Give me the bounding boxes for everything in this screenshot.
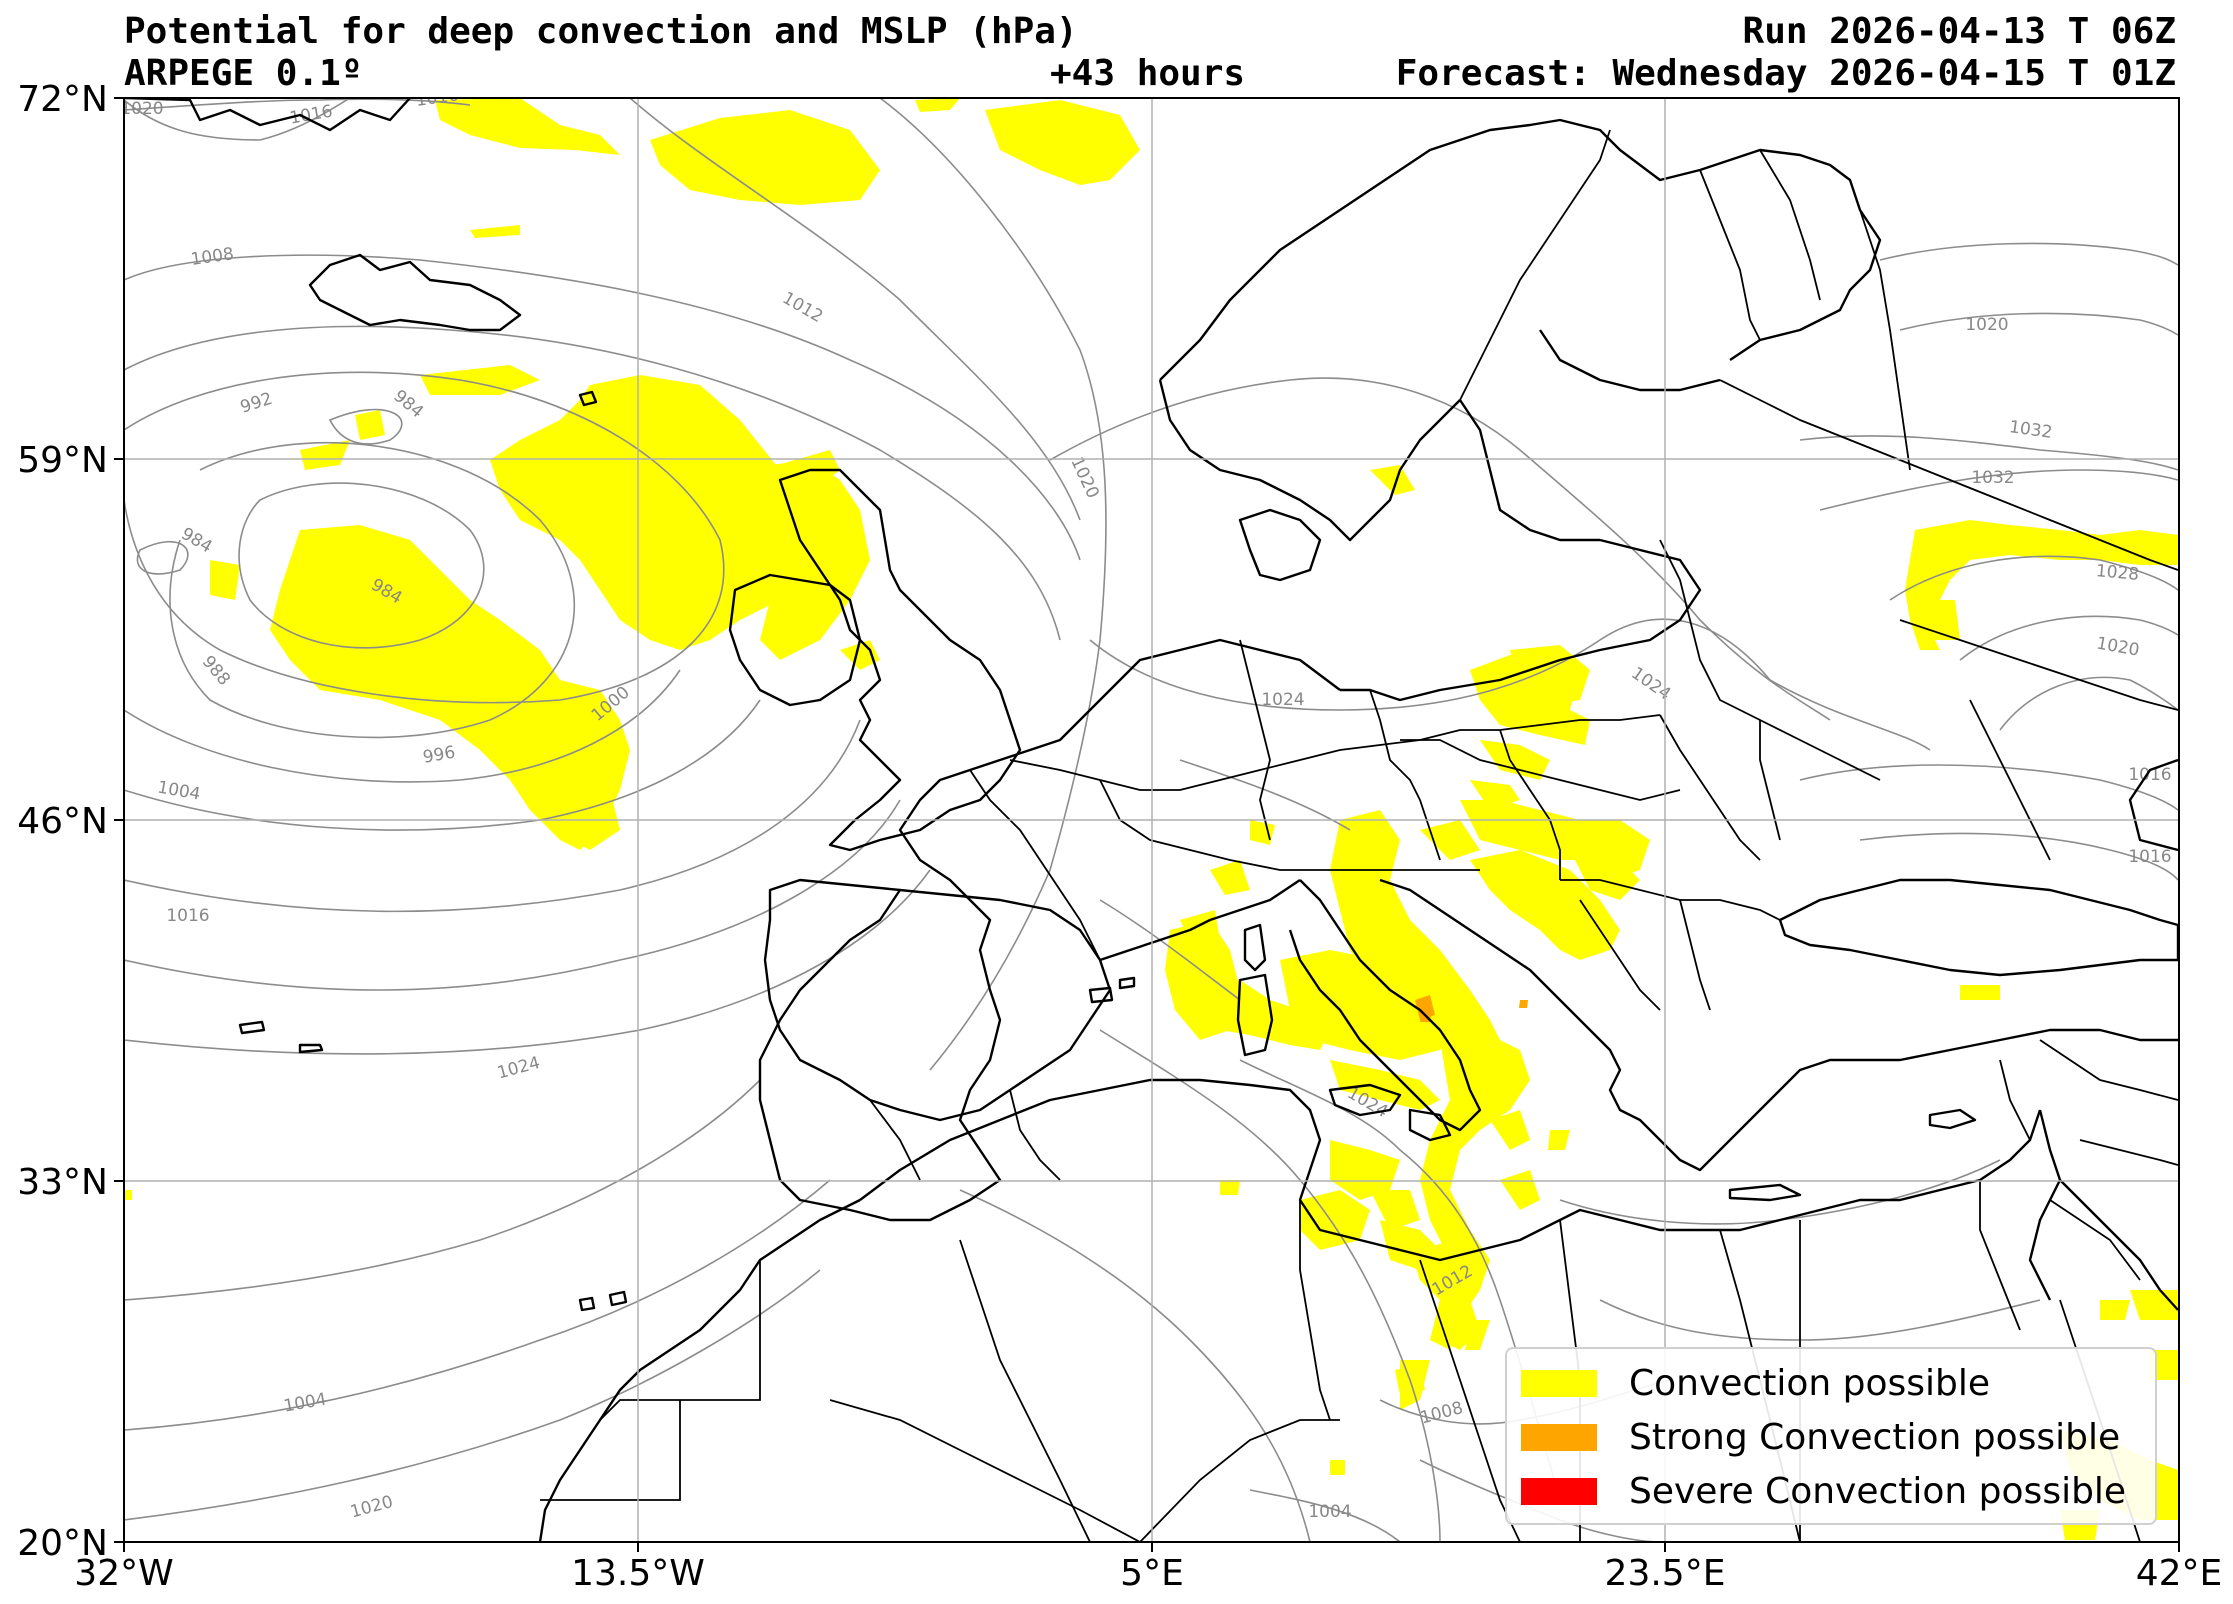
lat-label-20n: 20°N <box>17 1523 108 1564</box>
lon-label-32w: 32°W <box>74 1553 173 1594</box>
isobar-label: 1016 <box>166 906 209 926</box>
legend-item-convection: Convection possible <box>1521 1362 1991 1404</box>
legend-swatch-orange <box>1521 1423 1597 1451</box>
isobar-label: 1020 <box>120 99 163 119</box>
legend-item-severe-convection: Severe Convection possible <box>1521 1470 2127 1512</box>
isobar-label: 996 <box>421 742 456 767</box>
model-name: ARPEGE 0.1º <box>124 53 363 94</box>
isobar-label: 1020 <box>1965 315 2008 335</box>
lon-label-13-5w: 13.5°W <box>571 1553 705 1594</box>
isobar-label: 1020 <box>348 1492 395 1523</box>
country-borders <box>540 129 2179 1542</box>
lead-time: +43 hours <box>1050 53 1246 94</box>
isobar-label: 1028 <box>2095 561 2140 585</box>
lon-label-23-5e: 23.5°E <box>1605 1553 1726 1594</box>
isobar-label: 1024 <box>495 1053 542 1084</box>
chart-title: Potential for deep convection and MSLP (… <box>124 11 1078 52</box>
isobar-label: 1004 <box>282 1389 328 1416</box>
isobar-label: 1024 <box>1627 663 1674 704</box>
convection-areas <box>124 98 2178 1540</box>
isobar-label: 1032 <box>1971 468 2014 488</box>
isobar-label: 984 <box>389 386 427 422</box>
isobar-label: 1020 <box>1066 454 1102 502</box>
isobar-label: 1016 <box>2128 765 2171 785</box>
isobar-label: 1020 <box>2095 633 2141 660</box>
legend-label: Convection possible <box>1629 1362 1991 1404</box>
legend-swatch-yellow <box>1521 1369 1597 1397</box>
lon-label-42e: 42°E <box>2136 1553 2223 1594</box>
isobar-label: 992 <box>238 389 275 418</box>
legend-label: Strong Convection possible <box>1629 1416 2121 1458</box>
isobar-label: 984 <box>177 524 215 558</box>
lat-label-33n: 33°N <box>17 1162 108 1203</box>
legend-label: Severe Convection possible <box>1629 1470 2127 1512</box>
isobar-label: 1024 <box>1261 690 1304 710</box>
run-time: Run 2026-04-13 T 06Z <box>1742 11 2176 52</box>
isobar-label: 1008 <box>189 244 235 270</box>
lat-label-59n: 59°N <box>17 440 108 481</box>
isobar-label: 1012 <box>779 288 826 327</box>
isobar-label: 1032 <box>2008 417 2054 443</box>
lat-label-72n: 72°N <box>17 79 108 120</box>
isobar-label: 1008 <box>1418 1398 1465 1429</box>
coastlines <box>124 98 2179 1542</box>
legend-item-strong-convection: Strong Convection possible <box>1521 1416 2121 1458</box>
lon-label-5e: 5°E <box>1120 1553 1184 1594</box>
legend: Convection possible Strong Convection po… <box>1505 1347 2157 1525</box>
legend-swatch-red <box>1521 1477 1597 1505</box>
isobar-label: 988 <box>198 652 234 690</box>
forecast-time: Forecast: Wednesday 2026-04-15 T 01Z <box>1395 53 2176 94</box>
isobar-label: 1016 <box>2128 847 2171 867</box>
isobar-label: 1004 <box>1308 1502 1351 1522</box>
ticks <box>114 97 2180 1552</box>
lat-label-46n: 46°N <box>17 801 108 842</box>
graticule <box>124 98 2179 1542</box>
